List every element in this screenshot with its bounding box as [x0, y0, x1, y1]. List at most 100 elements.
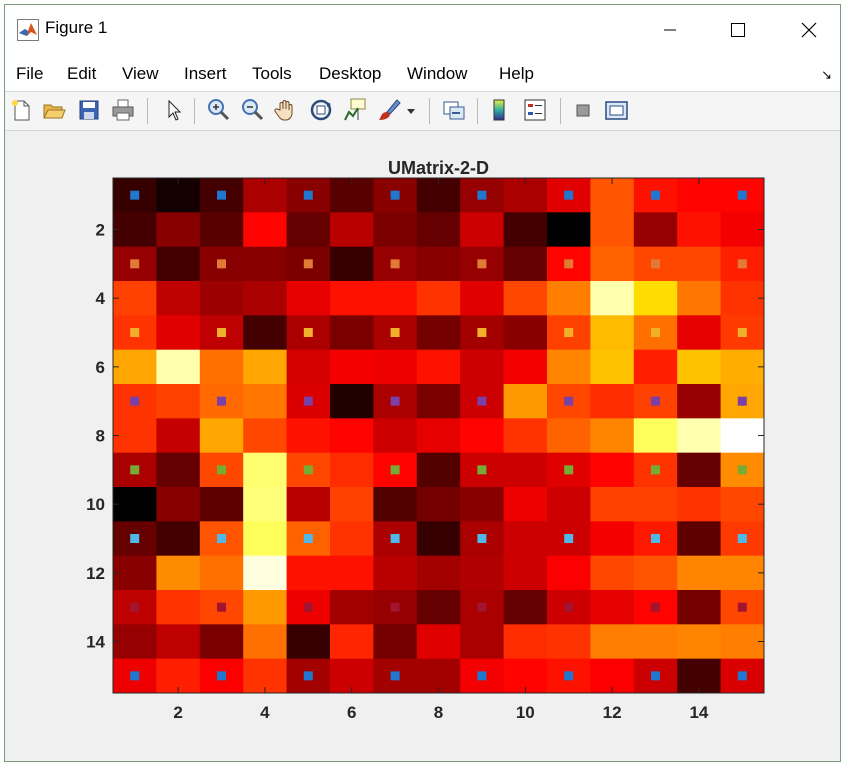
heatmap-cell	[677, 555, 721, 591]
heatmap-cell	[677, 281, 721, 316]
heatmap-cell	[416, 418, 461, 454]
heatmap-cell	[330, 281, 374, 316]
heatmap-cell	[547, 212, 591, 248]
heatmap-cell	[547, 418, 591, 454]
heatmap-cell	[590, 555, 635, 591]
heatmap-cell	[720, 281, 765, 316]
minimize-button[interactable]	[646, 5, 694, 55]
pointer-icon[interactable]	[159, 96, 187, 124]
toolbar-separator	[147, 98, 148, 124]
marker-point	[651, 602, 660, 612]
heatmap-cell	[330, 349, 374, 385]
marker-point	[651, 465, 660, 475]
heatmap-cell	[156, 212, 201, 248]
heatmap-cell	[503, 487, 548, 522]
heatmap-cell	[677, 315, 721, 351]
marker-point	[477, 328, 487, 337]
heatmap-cell	[330, 384, 374, 419]
heatmap-cell	[286, 212, 331, 248]
matlab-logo-icon	[17, 19, 39, 41]
marker-point	[217, 259, 226, 269]
heatmap-cell	[199, 555, 244, 591]
heatmap-cell	[156, 521, 201, 557]
heatmap-cell	[633, 349, 678, 385]
heatmap-cell	[677, 624, 721, 660]
pan-hand-icon[interactable]	[272, 96, 300, 124]
menu-file[interactable]: File	[16, 64, 44, 83]
data-cursor-icon[interactable]	[341, 96, 369, 124]
marker-point	[130, 328, 140, 337]
menu-view[interactable]: View	[122, 64, 159, 83]
heatmap-cell	[677, 487, 721, 522]
heatmap-cell	[330, 624, 374, 660]
menu-desktop[interactable]: Desktop	[319, 64, 382, 83]
legend-icon[interactable]	[521, 96, 549, 124]
rotate-3d-icon[interactable]	[307, 96, 335, 124]
marker-point	[303, 671, 313, 681]
close-button[interactable]	[785, 5, 833, 55]
print-icon[interactable]	[109, 96, 137, 124]
marker-point	[477, 259, 487, 269]
menu-insert[interactable]: Insert	[184, 64, 227, 83]
zoom-in-icon[interactable]	[204, 96, 232, 124]
link-plot-icon[interactable]	[440, 96, 468, 124]
maximize-button[interactable]	[714, 5, 762, 55]
marker-point	[130, 602, 140, 612]
heatmap-cell	[286, 624, 331, 660]
heatmap-cell	[720, 418, 765, 454]
heatmap-cell	[243, 349, 287, 385]
heatmap-cell	[156, 281, 201, 316]
heatmap-cell	[633, 281, 678, 316]
heatmap-cell	[199, 624, 244, 660]
menu-help[interactable]: Help	[499, 64, 534, 83]
heatmap-cell	[677, 521, 721, 557]
figure-window: Figure 1 File Edit View Insert Tools Des…	[4, 4, 841, 762]
figure-canvas: UMatrix-2-D 2 4 6 8 10 12 14 2 4 6 8 10 12 14	[5, 131, 840, 762]
heatmap-cell	[156, 452, 201, 488]
heatmap-cell	[590, 521, 635, 557]
window-title: Figure 1	[45, 18, 108, 37]
x-tick-label: 8	[434, 703, 443, 722]
heatmap-cell	[547, 281, 591, 316]
marker-point	[737, 396, 747, 406]
colorbar-icon[interactable]	[487, 96, 515, 124]
menu-edit[interactable]: Edit	[67, 64, 97, 83]
heatmap-cell	[416, 349, 461, 385]
save-icon[interactable]	[75, 96, 103, 124]
marker-point	[564, 396, 574, 406]
open-file-icon[interactable]	[40, 96, 68, 124]
show-plot-tools-icon[interactable]	[602, 96, 630, 124]
heatmap-cell	[460, 624, 504, 660]
heatmap-cell	[156, 315, 201, 351]
dock-figure-arrow-icon[interactable]: ↘	[821, 67, 832, 82]
heatmap-cell	[416, 624, 461, 660]
marker-point	[737, 671, 747, 681]
marker-point	[564, 602, 574, 612]
maximize-icon	[731, 23, 745, 37]
toolbar-separator	[194, 98, 195, 124]
heatmap-cell	[243, 246, 287, 282]
heatmap-cell	[243, 384, 287, 419]
heatmap-cell	[416, 487, 461, 522]
heatmap-cell	[720, 487, 765, 522]
heatmap-cell	[503, 315, 548, 351]
umatrix-plot[interactable]: UMatrix-2-D 2 4 6 8 10 12 14 2 4 6 8 10 12 14	[5, 131, 840, 762]
heatmap-cell	[633, 418, 678, 454]
heatmap-cell	[113, 212, 157, 248]
menu-tools[interactable]: Tools	[252, 64, 292, 83]
brush-icon[interactable]	[375, 96, 403, 124]
heatmap-cell	[243, 487, 287, 522]
heatmap-cell	[416, 590, 461, 625]
marker-point	[130, 534, 140, 543]
marker-point	[651, 328, 660, 337]
new-figure-icon[interactable]	[7, 96, 35, 124]
marker-point	[651, 534, 660, 543]
heatmap-cell	[330, 521, 374, 557]
brush-dropdown-icon[interactable]	[404, 96, 418, 124]
hide-plot-tools-icon[interactable]	[569, 96, 597, 124]
marker-point	[477, 602, 487, 612]
marker-point	[477, 534, 487, 543]
heatmap-cell	[460, 487, 504, 522]
zoom-out-icon[interactable]	[238, 96, 266, 124]
menu-window[interactable]: Window	[407, 64, 468, 83]
